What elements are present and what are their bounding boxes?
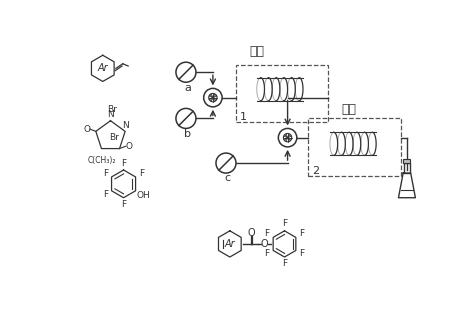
Text: Ar: Ar: [98, 63, 108, 73]
Text: Br: Br: [107, 105, 117, 115]
Text: N: N: [107, 110, 114, 119]
Text: F: F: [264, 249, 270, 259]
Text: F: F: [299, 249, 304, 259]
Text: OH: OH: [136, 191, 150, 199]
Text: O: O: [125, 142, 132, 151]
Circle shape: [176, 62, 196, 82]
Text: F: F: [264, 229, 270, 239]
Bar: [236, 64, 328, 122]
Text: Br: Br: [109, 133, 119, 142]
Text: F: F: [282, 219, 287, 228]
Text: F: F: [121, 159, 126, 167]
Text: O: O: [261, 239, 268, 249]
Text: C(CH₃)₂: C(CH₃)₂: [87, 156, 116, 165]
Text: 油浴: 油浴: [342, 103, 356, 116]
Text: F: F: [282, 259, 287, 269]
Text: O: O: [83, 125, 90, 134]
Text: 1: 1: [240, 112, 247, 122]
Text: N: N: [122, 121, 128, 130]
Circle shape: [204, 88, 222, 107]
Text: b: b: [184, 129, 191, 139]
Text: c: c: [225, 173, 230, 183]
Text: F: F: [121, 200, 126, 209]
Text: a: a: [184, 83, 191, 93]
Circle shape: [176, 108, 196, 128]
Text: 2: 2: [312, 166, 319, 176]
Bar: [403, 159, 410, 163]
Circle shape: [216, 153, 236, 173]
Text: F: F: [299, 229, 304, 239]
Text: Ar: Ar: [225, 239, 235, 249]
Text: F: F: [103, 190, 108, 199]
Bar: [309, 118, 401, 176]
Text: O: O: [247, 228, 255, 238]
Circle shape: [278, 128, 297, 147]
Text: 油浴: 油浴: [249, 45, 264, 58]
Text: F: F: [103, 169, 108, 178]
Text: F: F: [139, 169, 144, 178]
